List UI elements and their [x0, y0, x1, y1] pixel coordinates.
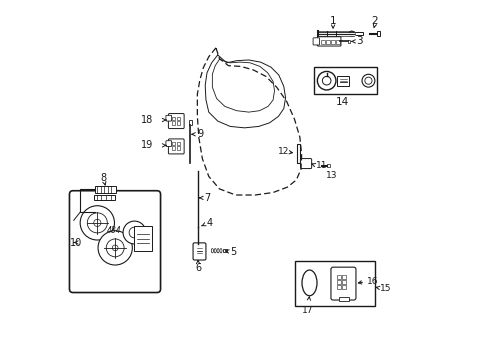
Text: 6: 6	[195, 263, 201, 273]
Text: 9: 9	[197, 129, 203, 139]
Ellipse shape	[211, 249, 213, 253]
Bar	[325, 40, 329, 44]
Text: 12: 12	[278, 147, 289, 156]
Bar	[294, 261, 374, 306]
FancyBboxPatch shape	[317, 37, 340, 46]
Bar	[176, 143, 180, 145]
Bar	[337, 76, 348, 86]
Circle shape	[80, 206, 114, 240]
Bar	[296, 144, 300, 163]
Bar	[223, 249, 227, 252]
Text: 3: 3	[355, 36, 362, 46]
Text: 16: 16	[366, 277, 377, 286]
Text: 4: 4	[206, 218, 212, 228]
FancyBboxPatch shape	[168, 139, 184, 154]
Bar	[336, 280, 340, 284]
Circle shape	[348, 31, 353, 36]
Text: 2: 2	[371, 17, 377, 26]
Text: 13: 13	[325, 171, 337, 180]
Bar	[342, 280, 346, 284]
FancyBboxPatch shape	[312, 38, 319, 45]
Text: 484: 484	[106, 225, 121, 234]
Bar	[347, 40, 349, 43]
Circle shape	[98, 231, 132, 265]
Text: 8: 8	[100, 172, 106, 183]
Ellipse shape	[214, 249, 216, 253]
Text: 17: 17	[302, 306, 313, 315]
Circle shape	[317, 71, 335, 90]
Bar	[171, 121, 175, 125]
Bar	[338, 297, 348, 301]
Bar	[342, 275, 346, 279]
Bar	[336, 285, 340, 289]
Text: 15: 15	[380, 284, 391, 293]
Text: 11: 11	[315, 161, 327, 170]
Bar	[376, 31, 380, 36]
Bar	[176, 121, 180, 125]
Bar	[330, 40, 334, 44]
FancyBboxPatch shape	[300, 158, 311, 168]
Bar	[95, 186, 116, 193]
Text: 7: 7	[204, 193, 210, 203]
Bar	[171, 147, 175, 150]
Bar	[171, 143, 175, 145]
Bar	[94, 195, 115, 201]
Text: 10: 10	[70, 238, 82, 248]
FancyBboxPatch shape	[193, 243, 205, 260]
Bar	[354, 32, 363, 35]
Ellipse shape	[220, 249, 222, 253]
Text: 1: 1	[329, 17, 336, 26]
Bar	[188, 120, 191, 125]
FancyBboxPatch shape	[165, 115, 171, 121]
FancyBboxPatch shape	[168, 113, 184, 129]
Ellipse shape	[302, 270, 316, 296]
Bar	[171, 117, 175, 120]
Ellipse shape	[217, 249, 219, 253]
Bar	[342, 285, 346, 289]
Circle shape	[361, 74, 374, 87]
Bar	[335, 40, 339, 44]
Bar	[176, 147, 180, 150]
FancyBboxPatch shape	[69, 191, 160, 293]
Text: 14: 14	[335, 97, 348, 107]
Bar	[320, 40, 324, 44]
Bar	[134, 226, 151, 251]
Bar	[176, 117, 180, 120]
Bar	[313, 67, 376, 94]
Bar	[326, 164, 329, 167]
Bar	[336, 275, 340, 279]
Text: 5: 5	[230, 247, 236, 257]
Text: 18: 18	[141, 115, 153, 125]
Circle shape	[123, 221, 145, 244]
FancyBboxPatch shape	[165, 141, 171, 147]
FancyBboxPatch shape	[330, 267, 355, 300]
Text: 19: 19	[141, 140, 153, 150]
